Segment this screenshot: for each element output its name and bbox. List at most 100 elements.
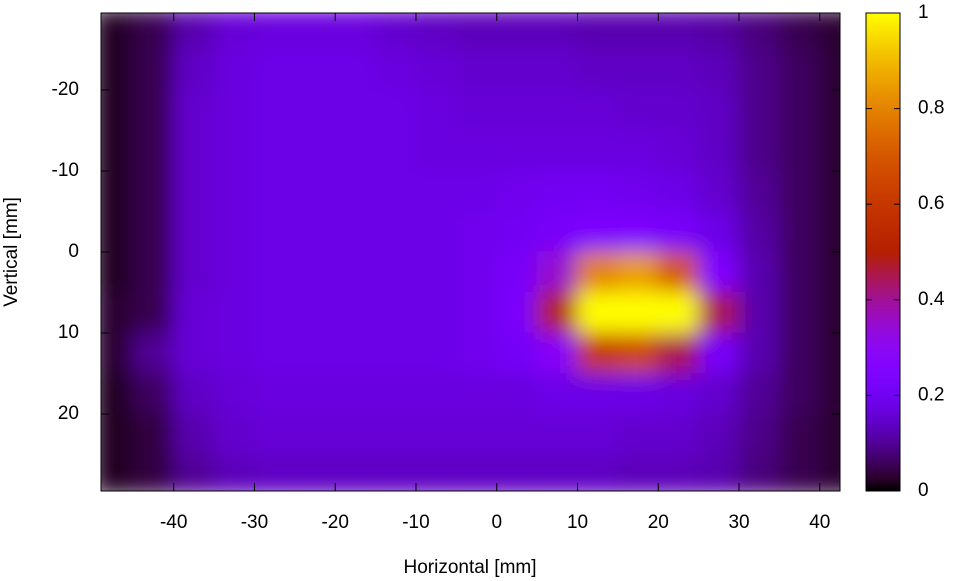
heatmap-cell — [738, 129, 780, 172]
heatmap-cell — [536, 48, 579, 91]
heatmap-cell — [698, 373, 740, 415]
heatmap-cell — [577, 251, 619, 294]
heatmap-cell — [415, 292, 457, 334]
heatmap-cell — [294, 413, 336, 456]
heatmap-cell — [253, 89, 296, 131]
heatmap-cell — [173, 129, 215, 172]
heatmap-cell — [577, 373, 619, 415]
colorbar-tick-label: 0.4 — [918, 289, 945, 310]
heatmap-cell — [657, 251, 700, 294]
heatmap-cell — [455, 373, 498, 415]
heatmap-cell — [698, 89, 740, 131]
heatmap-cell — [819, 413, 840, 456]
heatmap-cell — [173, 170, 215, 212]
heatmap-cell — [536, 251, 579, 294]
heatmap-cell — [536, 13, 579, 50]
heatmap-cell — [536, 332, 579, 375]
heatmap-cell — [577, 129, 619, 172]
heatmap-cell — [415, 413, 457, 456]
heatmap-cell — [334, 89, 377, 131]
heatmap-cell — [253, 373, 296, 415]
heatmap-cell — [496, 251, 538, 294]
heatmap-cell — [253, 13, 296, 50]
heatmap-cell — [253, 292, 296, 334]
heatmap-cell — [213, 251, 255, 294]
heatmap-cell — [577, 454, 619, 491]
heatmap-cell — [173, 48, 215, 91]
heatmap-cell — [173, 373, 215, 415]
heatmap-cell — [415, 89, 457, 131]
heatmap — [101, 13, 840, 491]
heatmap-cell — [375, 210, 417, 253]
heatmap-cell — [294, 332, 336, 375]
heatmap-cell — [819, 170, 840, 212]
heatmap-cell — [738, 13, 780, 50]
heatmap-cell — [213, 210, 255, 253]
heatmap-cell — [778, 454, 821, 491]
x-axis-label: Horizontal [mm] — [403, 557, 536, 578]
heatmap-cell — [415, 13, 457, 50]
heatmap-cell — [496, 89, 538, 131]
heatmap-cell — [778, 373, 821, 415]
heatmap-cell — [253, 210, 296, 253]
heatmap-cell — [778, 210, 821, 253]
heatmap-cell — [132, 129, 175, 172]
heatmap-cell — [657, 413, 700, 456]
heatmap-cell — [334, 292, 377, 334]
x-tick-label: -10 — [402, 512, 429, 533]
heatmap-cell — [819, 13, 840, 50]
heatmap-cell — [132, 210, 175, 253]
heatmap-cell — [496, 454, 538, 491]
heatmap-cell — [101, 48, 134, 91]
heatmap-cell — [294, 454, 336, 491]
heatmap-cell — [415, 210, 457, 253]
heatmap-cell — [334, 413, 377, 456]
heatmap-cell — [738, 413, 780, 456]
heatmap-cell — [496, 170, 538, 212]
heatmap-cell — [253, 170, 296, 212]
heatmap-cell — [101, 89, 134, 131]
heatmap-cell — [253, 129, 296, 172]
heatmap-cell — [173, 454, 215, 491]
heatmap-cell — [375, 48, 417, 91]
heatmap-cell — [738, 454, 780, 491]
y-tick-label: 20 — [58, 403, 79, 424]
heatmap-cell — [173, 13, 215, 50]
heatmap-cell — [577, 292, 619, 334]
heatmap-cell — [101, 292, 134, 334]
heatmap-cell — [173, 251, 215, 294]
heatmap-cell — [173, 332, 215, 375]
heatmap-cell — [101, 454, 134, 491]
heatmap-cell — [819, 332, 840, 375]
heatmap-cell — [738, 292, 780, 334]
heatmap-cell — [577, 413, 619, 456]
heatmap-cell — [536, 292, 579, 334]
heatmap-cell — [819, 129, 840, 172]
heatmap-cell — [455, 89, 498, 131]
heatmap-cell — [455, 413, 498, 456]
heatmap-cell — [496, 48, 538, 91]
heatmap-cell — [657, 292, 700, 334]
heatmap-cell — [294, 210, 336, 253]
heatmap-cell — [698, 292, 740, 334]
heatmap-cell — [101, 373, 134, 415]
heatmap-cell — [536, 89, 579, 131]
heatmap-cell — [253, 332, 296, 375]
heatmap-cell — [819, 251, 840, 294]
colorbar-tick-label: 0.6 — [918, 193, 944, 214]
heatmap-cell — [455, 48, 498, 91]
colorbar-tick-label: 0.2 — [918, 384, 944, 405]
heatmap-cell — [778, 89, 821, 131]
heatmap-cell — [819, 454, 840, 491]
heatmap-cell — [213, 89, 255, 131]
heatmap-cell — [132, 48, 175, 91]
heatmap-cell — [415, 332, 457, 375]
heatmap-cell — [173, 413, 215, 456]
x-tick-label: 40 — [809, 512, 830, 533]
y-tick-label: 0 — [68, 241, 79, 262]
heatmap-cell — [101, 332, 134, 375]
heatmap-cell — [415, 454, 457, 491]
heatmap-cell — [132, 170, 175, 212]
heatmap-cell — [375, 89, 417, 131]
heatmap-cell — [101, 170, 134, 212]
